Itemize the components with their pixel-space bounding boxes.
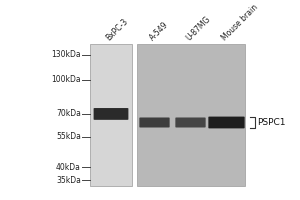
Text: 40kDa: 40kDa bbox=[56, 163, 81, 172]
Text: U-87MG: U-87MG bbox=[184, 15, 212, 43]
FancyBboxPatch shape bbox=[175, 117, 206, 127]
Text: PSPC1: PSPC1 bbox=[257, 118, 286, 127]
Bar bbox=[90, 44, 132, 186]
Text: 35kDa: 35kDa bbox=[56, 176, 81, 185]
FancyBboxPatch shape bbox=[94, 108, 128, 120]
Text: Mouse brain: Mouse brain bbox=[220, 3, 260, 43]
Text: 70kDa: 70kDa bbox=[56, 109, 81, 118]
Text: 100kDa: 100kDa bbox=[51, 75, 81, 84]
Text: 55kDa: 55kDa bbox=[56, 132, 81, 141]
FancyBboxPatch shape bbox=[208, 117, 245, 128]
Text: BxPC-3: BxPC-3 bbox=[105, 17, 130, 43]
Text: 130kDa: 130kDa bbox=[51, 50, 81, 59]
Text: A-549: A-549 bbox=[148, 20, 170, 43]
Bar bbox=[136, 44, 244, 186]
FancyBboxPatch shape bbox=[139, 117, 170, 127]
